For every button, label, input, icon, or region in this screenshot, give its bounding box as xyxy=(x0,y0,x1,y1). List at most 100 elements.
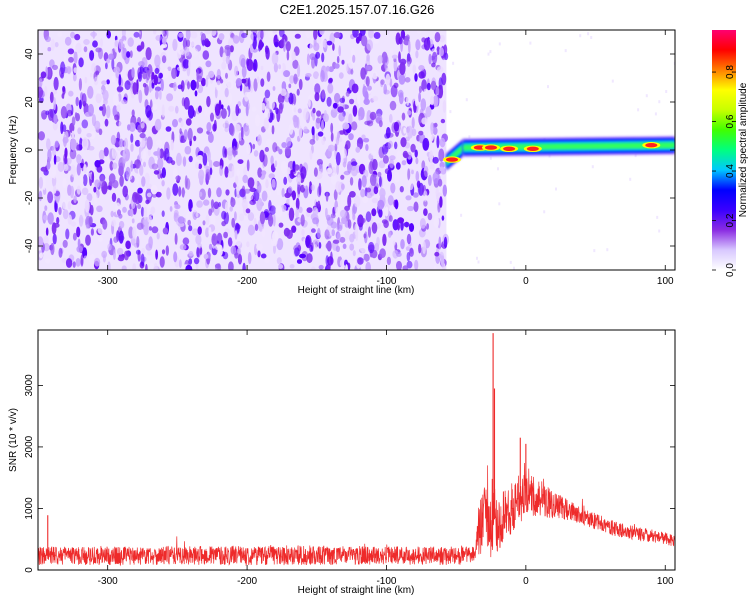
noise-blob xyxy=(230,245,237,255)
noise-blob xyxy=(237,101,242,107)
noise-blob xyxy=(38,190,43,202)
noise-blob xyxy=(134,139,141,147)
noise-blob xyxy=(403,152,409,159)
noise-blob xyxy=(143,206,148,220)
noise-blob xyxy=(300,214,305,227)
noise-speck xyxy=(658,229,661,233)
noise-blob xyxy=(62,136,69,144)
noise-blob xyxy=(191,206,198,213)
noise-blob xyxy=(389,100,397,111)
noise-blob xyxy=(364,90,369,103)
noise-blob xyxy=(196,155,203,160)
noise-blob xyxy=(340,194,346,207)
noise-blob xyxy=(319,30,325,36)
noise-blob xyxy=(139,135,146,148)
noise-blob xyxy=(175,175,181,181)
noise-speck xyxy=(548,154,551,158)
colorbar-tick-label: 0.6 xyxy=(725,114,736,128)
noise-blob xyxy=(93,193,98,204)
noise-blob xyxy=(247,252,252,265)
noise-blob xyxy=(432,171,440,185)
noise-blob xyxy=(62,199,67,210)
noise-blob xyxy=(276,238,284,251)
noise-blob xyxy=(224,45,231,50)
noise-blob xyxy=(71,130,75,140)
noise-blob xyxy=(341,148,347,159)
noise-blob xyxy=(242,174,249,184)
noise-blob xyxy=(234,123,241,133)
noise-blob xyxy=(166,187,171,200)
noise-blob xyxy=(161,210,165,217)
noise-blob xyxy=(303,179,310,190)
noise-blob xyxy=(227,171,235,178)
noise-blob xyxy=(254,178,258,188)
noise-blob xyxy=(271,52,279,65)
noise-blob xyxy=(176,132,181,143)
noise-blob xyxy=(384,62,388,71)
noise-blob xyxy=(140,122,145,129)
noise-blob xyxy=(151,163,159,170)
noise-blob xyxy=(361,175,367,188)
noise-speck xyxy=(497,167,499,171)
noise-blob xyxy=(418,182,424,196)
noise-blob xyxy=(190,79,197,91)
noise-speck xyxy=(489,50,492,54)
noise-blob xyxy=(231,217,236,228)
noise-blob xyxy=(367,85,372,91)
noise-blob xyxy=(75,96,79,107)
noise-blob xyxy=(86,193,93,202)
noise-blob xyxy=(433,215,440,229)
noise-blob xyxy=(101,103,107,117)
noise-speck xyxy=(593,249,596,253)
noise-blob xyxy=(312,113,316,121)
noise-blob xyxy=(111,57,115,70)
noise-blob xyxy=(283,70,291,78)
noise-blob xyxy=(291,190,297,201)
noise-blob xyxy=(411,117,415,129)
noise-blob xyxy=(312,217,320,225)
noise-blob xyxy=(83,255,88,260)
noise-blob xyxy=(286,229,293,239)
noise-speck xyxy=(637,108,640,112)
noise-blob xyxy=(199,191,203,197)
noise-blob xyxy=(113,66,121,74)
noise-blob xyxy=(150,184,158,195)
noise-blob xyxy=(281,142,287,148)
noise-blob xyxy=(392,240,396,246)
noise-blob xyxy=(270,155,274,165)
noise-blob xyxy=(330,172,337,185)
noise-blob xyxy=(208,132,214,143)
noise-blob xyxy=(182,59,190,69)
noise-blob xyxy=(441,215,445,221)
noise-blob xyxy=(117,209,121,216)
noise-blob xyxy=(317,36,322,45)
noise-blob xyxy=(309,149,313,160)
noise-blob xyxy=(241,65,247,78)
noise-blob xyxy=(118,120,122,132)
noise-blob xyxy=(147,203,151,208)
noise-blob xyxy=(107,261,111,270)
noise-blob xyxy=(132,191,138,203)
noise-blob xyxy=(286,136,292,147)
noise-blob xyxy=(195,161,200,170)
noise-blob xyxy=(397,222,400,231)
noise-blob xyxy=(379,188,386,199)
noise-blob xyxy=(395,162,401,170)
noise-blob xyxy=(330,213,336,219)
spectrogram-signal xyxy=(442,136,675,171)
noise-blob xyxy=(160,44,165,49)
noise-blob xyxy=(52,121,58,131)
noise-blob xyxy=(292,59,299,69)
noise-blob xyxy=(130,208,134,217)
noise-blob xyxy=(185,264,193,270)
noise-blob xyxy=(389,113,393,123)
noise-blob xyxy=(334,92,341,104)
noise-blob xyxy=(399,61,406,75)
noise-blob xyxy=(232,145,237,158)
noise-blob xyxy=(414,259,419,270)
noise-blob xyxy=(177,216,185,224)
noise-blob xyxy=(98,236,103,242)
noise-blob xyxy=(289,75,295,84)
noise-blob xyxy=(46,161,51,170)
